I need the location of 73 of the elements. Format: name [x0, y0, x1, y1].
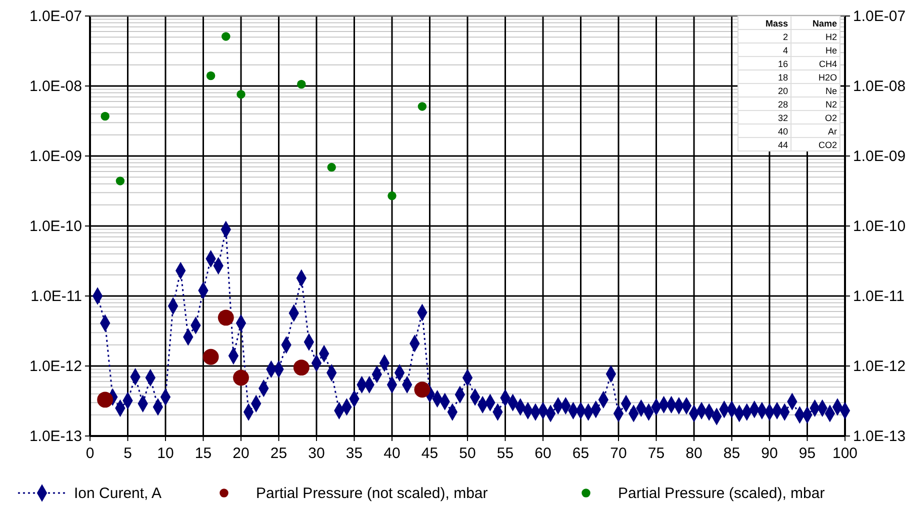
annotation: 44: [778, 140, 788, 150]
point: [202, 348, 219, 365]
x-tick-label: 80: [686, 445, 702, 462]
annotation: 16: [778, 59, 788, 69]
point: [388, 191, 396, 200]
x-tick-label: 45: [421, 445, 438, 462]
point: [116, 176, 125, 186]
annotation: N2: [825, 100, 837, 110]
x-tick-label: 35: [346, 445, 363, 462]
x-tick-label: 60: [534, 445, 552, 462]
x-tick-label: 5: [124, 445, 132, 462]
y-tick-label: 1.0E-12: [29, 358, 82, 375]
point: [222, 32, 230, 41]
legend-label: Partial Pressure (scaled), mbar: [618, 485, 825, 502]
legend-label: Ion Curent, A: [74, 485, 162, 502]
annotation: H2O: [818, 72, 837, 82]
x-tick-label: 20: [232, 445, 250, 462]
annotation: 2: [782, 32, 788, 42]
annotation: 4: [782, 46, 788, 56]
annotation: Mass: [765, 18, 788, 28]
x-tick-label: 15: [194, 445, 212, 462]
y-tick-label: 1.0E-08: [29, 78, 82, 95]
point: [414, 382, 430, 398]
annotation: He: [825, 46, 837, 56]
annotation: 28: [778, 100, 788, 110]
x-tick-label: 10: [157, 445, 174, 462]
y-tick-label: 1.0E-11: [30, 288, 82, 305]
x-tick-label: 55: [496, 445, 514, 462]
text: 1.0E-09: [853, 148, 906, 165]
x-tick-label: 40: [384, 445, 400, 462]
x-tick-label: 25: [270, 445, 288, 462]
x-tick-label: 90: [761, 445, 778, 462]
x-tick-label: 0: [86, 445, 94, 462]
point: [206, 71, 216, 80]
annotation: 32: [778, 113, 788, 123]
annotation: H2: [825, 32, 837, 42]
point: [236, 90, 246, 99]
text: 1.0E-11: [853, 288, 904, 305]
text: 1.0E-10: [853, 218, 906, 235]
y-tick-label: 1.0E-10: [29, 218, 82, 235]
x-tick-label: 85: [723, 445, 740, 462]
legend-label: Partial Pressure (not scaled), mbar: [256, 485, 488, 502]
annotation: 18: [778, 72, 788, 82]
annotation: O2: [824, 113, 837, 123]
point: [293, 360, 310, 376]
annotation: Ne: [825, 86, 837, 96]
x-tick-label: 30: [308, 445, 325, 462]
annotation: 20: [778, 86, 788, 96]
point: [100, 112, 110, 121]
point: [297, 80, 306, 89]
x-tick-label: 65: [572, 445, 590, 462]
point: [327, 162, 336, 172]
text: 1.0E-13: [853, 428, 906, 445]
y-tick-label: 1.0E-09: [29, 148, 82, 165]
y-tick-label: 1.0E-07: [29, 8, 82, 25]
x-tick-label: 95: [798, 445, 816, 462]
annotation: CH4: [818, 59, 837, 69]
annotation: 40: [778, 126, 788, 136]
text: 1.0E-07: [853, 8, 906, 25]
x-tick-label: 75: [648, 445, 665, 462]
point: [233, 370, 249, 386]
x-tick-label: 70: [610, 445, 627, 462]
annotation: Ar: [828, 126, 838, 136]
point: [97, 392, 114, 408]
point: [418, 102, 427, 111]
text: 1.0E-12: [853, 358, 906, 375]
point: [218, 310, 234, 326]
x-tick-label: 100: [832, 445, 858, 462]
x-tick-label: 50: [459, 445, 476, 462]
annotation: Name: [812, 18, 837, 28]
text: 1.0E-08: [853, 78, 906, 95]
annotation: CO2: [818, 140, 837, 150]
y-tick-label: 1.0E-13: [29, 428, 82, 445]
